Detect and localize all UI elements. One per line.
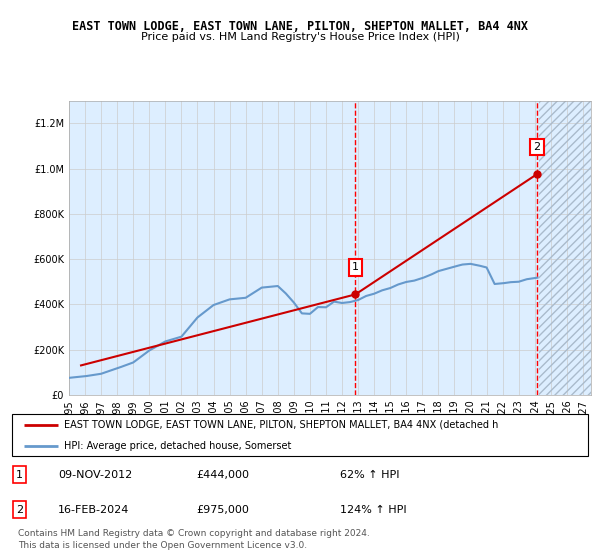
Text: 1: 1 (16, 470, 23, 479)
Text: 09-NOV-2012: 09-NOV-2012 (58, 470, 133, 479)
Text: 62% ↑ HPI: 62% ↑ HPI (340, 470, 400, 479)
Text: 16-FEB-2024: 16-FEB-2024 (58, 505, 130, 515)
Text: Price paid vs. HM Land Registry's House Price Index (HPI): Price paid vs. HM Land Registry's House … (140, 32, 460, 43)
Text: Contains HM Land Registry data © Crown copyright and database right 2024.: Contains HM Land Registry data © Crown c… (18, 530, 370, 539)
Text: HPI: Average price, detached house, Somerset: HPI: Average price, detached house, Some… (64, 441, 291, 451)
Text: This data is licensed under the Open Government Licence v3.0.: This data is licensed under the Open Gov… (18, 541, 307, 550)
Bar (539, 101, 591, 395)
Text: 124% ↑ HPI: 124% ↑ HPI (340, 505, 407, 515)
Bar (539, 101, 591, 395)
Text: 2: 2 (533, 142, 541, 152)
Text: EAST TOWN LODGE, EAST TOWN LANE, PILTON, SHEPTON MALLET, BA4 4NX: EAST TOWN LODGE, EAST TOWN LANE, PILTON,… (72, 20, 528, 32)
Text: £444,000: £444,000 (196, 470, 250, 479)
Text: EAST TOWN LODGE, EAST TOWN LANE, PILTON, SHEPTON MALLET, BA4 4NX (detached h: EAST TOWN LODGE, EAST TOWN LANE, PILTON,… (64, 420, 498, 430)
Text: 1: 1 (352, 262, 359, 272)
FancyBboxPatch shape (12, 414, 588, 456)
Text: £975,000: £975,000 (196, 505, 249, 515)
Text: 2: 2 (16, 505, 23, 515)
